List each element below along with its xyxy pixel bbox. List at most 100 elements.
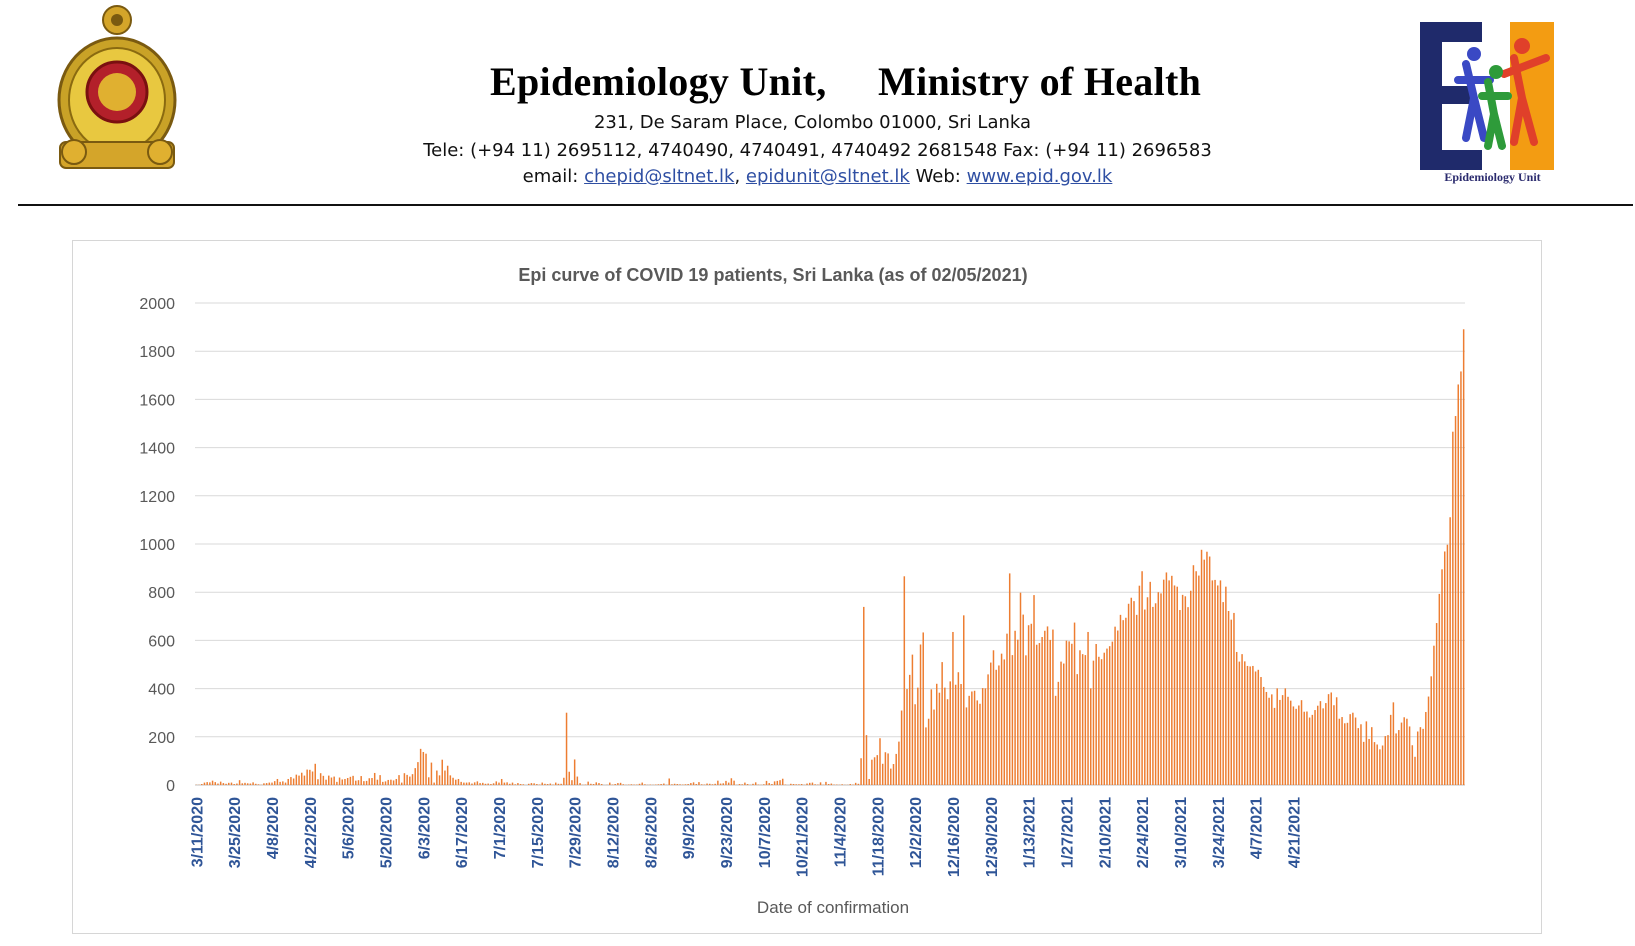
bar (1427, 696, 1430, 785)
bar (1079, 650, 1081, 785)
bar (1135, 614, 1138, 785)
bar (255, 783, 257, 785)
bar (930, 689, 933, 785)
bar (1276, 688, 1278, 785)
email-link-chepid[interactable]: chepid@sltnet.lk (584, 166, 735, 187)
bar (1430, 676, 1432, 785)
email-separator: , (734, 166, 746, 187)
bar (1284, 688, 1287, 785)
bar (949, 681, 951, 785)
x-tick-label: 4/8/2020 (265, 797, 282, 859)
bar (976, 700, 979, 785)
bar (265, 783, 268, 785)
bar (617, 783, 619, 785)
bar (273, 781, 276, 785)
bar (519, 784, 522, 785)
bar (290, 777, 292, 785)
bar (252, 782, 254, 785)
bar (1344, 723, 1346, 785)
bar (1227, 611, 1230, 785)
bar (1189, 590, 1192, 785)
bar (1322, 708, 1324, 785)
bar (1162, 579, 1165, 785)
bar (1054, 695, 1057, 785)
bar (1025, 655, 1027, 785)
bar (1200, 549, 1203, 785)
bar (1454, 416, 1457, 785)
x-tick-label: 4/7/2021 (1249, 797, 1266, 859)
bar (898, 741, 900, 785)
bar (1152, 606, 1154, 785)
bar (1368, 738, 1370, 785)
bar (306, 769, 308, 785)
bar (298, 775, 300, 785)
bar (657, 784, 660, 785)
bar (1192, 565, 1195, 785)
bar (752, 783, 754, 785)
bar (911, 654, 914, 785)
bar (1111, 641, 1114, 785)
x-tick-label: 7/1/2020 (492, 797, 509, 859)
bar (492, 783, 495, 785)
bar (935, 683, 938, 785)
bar (449, 775, 452, 785)
bar (271, 782, 273, 785)
bar (373, 772, 376, 785)
x-tick-label: 12/30/2020 (984, 797, 1001, 877)
x-tick-label: 11/18/2020 (870, 797, 887, 876)
bar (922, 632, 924, 785)
bar (1149, 581, 1151, 785)
bar (1060, 661, 1062, 785)
bar (344, 778, 346, 785)
bar (871, 759, 873, 785)
bar (1144, 609, 1146, 785)
bar (368, 778, 371, 785)
bar (1038, 643, 1041, 785)
bar (1387, 735, 1389, 785)
bar (417, 762, 419, 785)
bar (406, 774, 408, 785)
bar (1217, 585, 1219, 785)
y-tick-label: 800 (148, 585, 175, 602)
bar (711, 784, 714, 785)
bar (225, 783, 227, 785)
bar (1335, 697, 1338, 785)
bar (322, 775, 325, 785)
bar (409, 776, 411, 785)
bar (549, 783, 552, 785)
bar (376, 779, 379, 785)
bar (276, 778, 279, 785)
organization-title: Epidemiology Unit, Ministry of Health (490, 59, 1202, 104)
bar (841, 784, 843, 785)
epi-curve-chart: 0 200 400 600 800 1000 1200 1400 1600 1800 2000 3/… (72, 240, 1542, 934)
y-tick-label: 1000 (139, 537, 175, 554)
bar (941, 662, 943, 785)
bar (219, 781, 222, 785)
bar (400, 782, 403, 785)
bar (522, 784, 525, 785)
bar (473, 782, 476, 785)
bar (1327, 694, 1330, 785)
bar (995, 669, 997, 785)
bar (1098, 656, 1100, 785)
bar (709, 783, 711, 785)
bar (536, 784, 538, 785)
bar (463, 782, 465, 785)
bar (398, 775, 400, 785)
bar (446, 765, 449, 785)
bar (1157, 592, 1160, 785)
bar (1208, 556, 1211, 785)
bar (800, 784, 803, 785)
bar (1114, 626, 1116, 785)
bar (741, 784, 743, 785)
bar (1384, 736, 1387, 785)
bar (984, 688, 987, 785)
bar (892, 764, 895, 785)
bar (468, 782, 471, 785)
x-tick-label: 3/24/2021 (1211, 797, 1228, 868)
bar (1233, 612, 1235, 785)
email-link-epidunit[interactable]: epidunit@sltnet.lk (745, 166, 910, 187)
website-link[interactable]: www.epid.gov.lk (966, 166, 1113, 187)
bar (1373, 742, 1376, 785)
bar (971, 691, 973, 785)
